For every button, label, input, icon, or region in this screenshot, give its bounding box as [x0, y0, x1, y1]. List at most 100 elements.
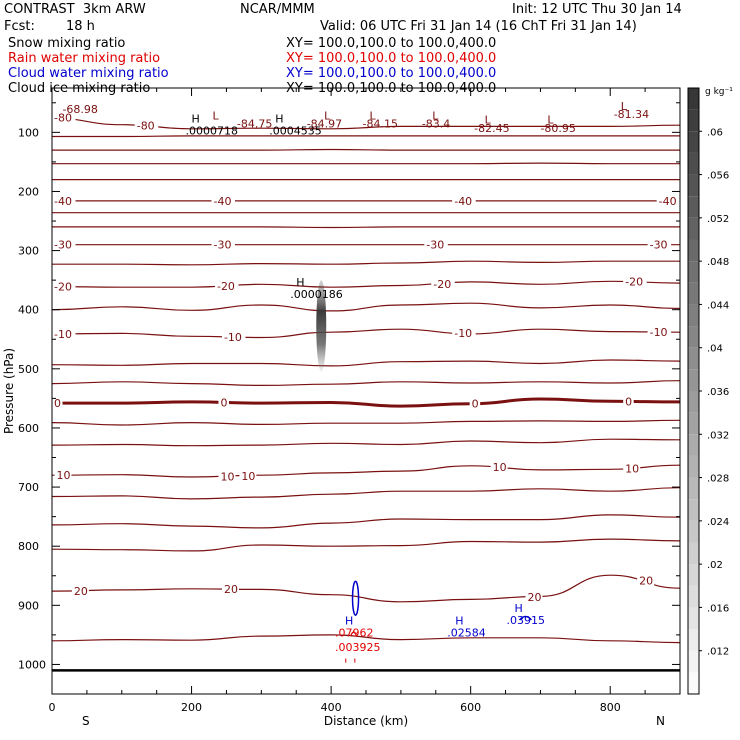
isotherm-label-bg [490, 461, 508, 474]
valid-time: Valid: 06 UTC Fri 31 Jan 14 (16 ChT Fri … [320, 19, 637, 34]
isotherm-line [51, 514, 681, 529]
colorbar-segment [688, 434, 699, 456]
colorbar-segment [688, 391, 699, 413]
isotherm-label: -10 [650, 326, 668, 339]
colorbar-segment [688, 564, 699, 586]
isotherm-line [52, 135, 680, 138]
isotherm-label: -30 [650, 239, 668, 252]
colorbar-unit: g kg⁻¹ [705, 87, 733, 97]
isotherm-line [51, 328, 681, 339]
cloud-water-high-marker: H [345, 615, 353, 628]
temperature-min-label: L [432, 109, 439, 122]
isotherm-label-bg [52, 194, 76, 207]
ice-high-value: .0004535 [269, 125, 322, 138]
cloud-water-contour [351, 580, 360, 616]
isotherm-label-bg [525, 591, 543, 604]
cloud-water-high-marker: H [515, 602, 523, 615]
isotherm-label: 20 [224, 583, 238, 596]
isotherm-label: 20 [527, 591, 541, 604]
colorbar-tick-label: .012 [707, 647, 729, 658]
colorbar-tick-label: .02 [707, 560, 723, 571]
y-tick-label: 1000 [18, 658, 46, 671]
isotherm-label-bg [52, 280, 76, 293]
isotherm-line [51, 574, 681, 603]
isotherm-line [51, 538, 681, 552]
isotherm-line [51, 359, 681, 367]
isotherm-label-bg [647, 238, 672, 251]
colorbar-tick-label: .032 [707, 430, 729, 441]
temperature-min-label: L [621, 100, 628, 113]
colorbar-segment [688, 412, 699, 435]
isotherm-label: -40 [454, 195, 472, 208]
colorbar-tick-label: .04 [707, 344, 723, 355]
colorbar-tick-label: .056 [707, 171, 729, 182]
colorbar-segment [688, 131, 699, 153]
isotherm-line [52, 397, 681, 408]
cloud-water-high-value: .03915 [507, 614, 546, 627]
colorbar-segment [688, 88, 699, 110]
isotherm-label: -10 [224, 331, 242, 344]
isotherm-label: 10 [493, 461, 507, 474]
temperature-min-label: L [369, 109, 376, 122]
rain-contour [350, 631, 358, 637]
isotherm-label: -40 [54, 195, 72, 208]
isotherm-label: -10 [54, 328, 72, 341]
colorbar-tick-label: .06 [707, 127, 723, 138]
isotherm-label: -30 [54, 239, 72, 252]
temperature-min-label: L [485, 113, 492, 126]
x-end-label-right: N [656, 714, 665, 728]
ice-plume [316, 280, 327, 372]
y-tick-label: 100 [18, 126, 39, 139]
isotherm-line [52, 260, 680, 266]
colorbar-tick-label: .044 [707, 300, 729, 311]
isotherm-label-bg [452, 194, 476, 207]
x-tick-label: 0 [49, 701, 56, 714]
colorbar-segment [688, 109, 699, 132]
isotherm-label: -20 [217, 280, 235, 293]
rain-high-value: .003925 [335, 641, 381, 654]
isotherm-label-bg [221, 583, 239, 596]
isotherm-label: 10 [625, 463, 639, 476]
temperature-min-label: L [212, 109, 219, 122]
temperature-min-label: L [324, 109, 331, 122]
cloud-water-high-marker: H [455, 615, 463, 628]
colorbar-segment [688, 196, 699, 218]
colorbar-segment [688, 152, 699, 175]
colorbar-segment [688, 629, 699, 651]
isotherm-line [51, 464, 681, 478]
plot-area: -80 -80 -40 -40 -40 -40 -30 -30 -30 -30 -20 -20 -20 -… [51, 100, 681, 672]
colorbar-tick-label: .052 [707, 214, 729, 225]
isotherm-label: -30 [213, 239, 231, 252]
isotherm-line [51, 162, 680, 165]
cloud-water-high-value: .02584 [447, 627, 486, 640]
model-title: CONTRAST 3km ARW [4, 2, 146, 17]
temperature-min-label: -81.34 [614, 108, 649, 121]
isotherm-label-bg [214, 280, 239, 293]
isotherm-label: 20 [639, 574, 653, 587]
colorbar-segment [688, 542, 699, 565]
center-title: NCAR/MMM [240, 2, 315, 17]
y-tick-label: 300 [18, 245, 39, 258]
isotherm-label: 10 [56, 469, 70, 482]
isotherm-label: 0 [220, 396, 227, 409]
isotherm-label-bg [218, 470, 236, 483]
isotherm-label-bg [469, 397, 481, 410]
isotherm-label-bg [134, 119, 159, 132]
temperature-min-label: -68.98 [62, 103, 97, 116]
isotherm-label: 0 [472, 398, 479, 411]
temperature-min-label: -84.15 [363, 118, 398, 131]
isotherm-label-bg [52, 238, 76, 251]
isotherm-line [51, 302, 681, 312]
colorbar-segment [688, 347, 699, 370]
field-xy-cloud-water: XY= 100.0,100.0 to 100.0,400.0 [286, 66, 497, 81]
field-name-cloud-water: Cloud water mixing ratio [8, 66, 169, 81]
y-tick-label: 200 [18, 185, 39, 198]
colorbar-segment [688, 455, 699, 478]
isotherm-label-bg [647, 325, 672, 338]
ice-high-marker: H [296, 276, 304, 289]
x-tick-label: 400 [321, 701, 342, 714]
isotherm-line [51, 487, 681, 500]
y-tick-label: 900 [18, 599, 39, 612]
